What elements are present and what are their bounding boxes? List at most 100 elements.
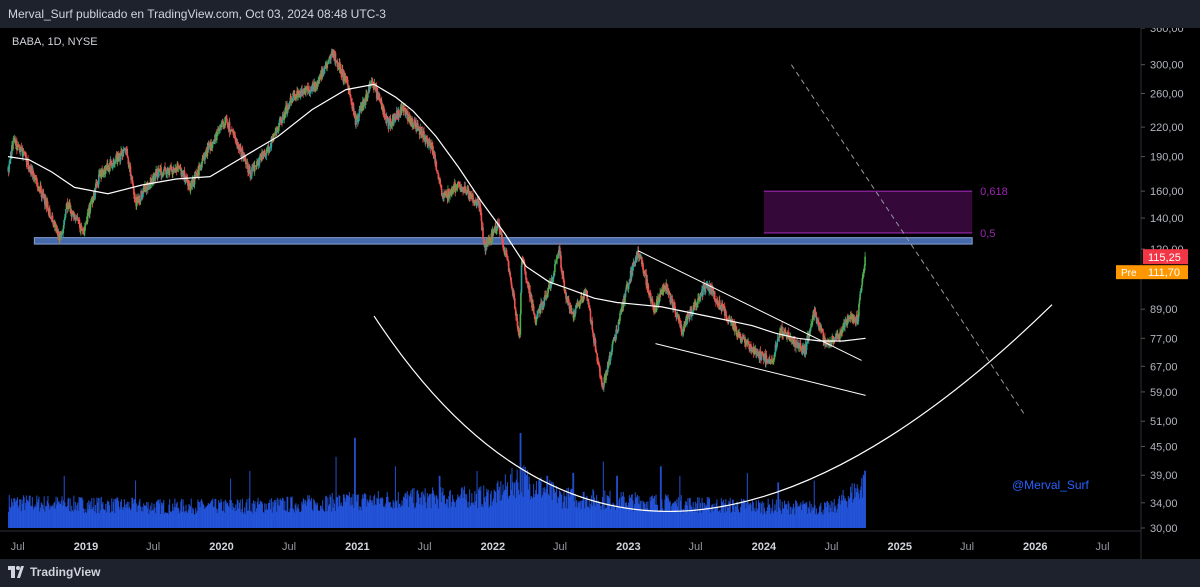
candle-body xyxy=(479,203,482,212)
volume-bar xyxy=(657,504,659,528)
candle-body xyxy=(498,223,500,226)
volume-bar xyxy=(319,505,321,528)
volume-bar xyxy=(515,498,517,528)
chart-area[interactable]: 0,618 0,5 360,00 300,00 260,00 220,00 190,00 1… xyxy=(0,23,1200,559)
volume-bar xyxy=(231,509,233,528)
candle-body xyxy=(405,109,407,115)
volume-bar xyxy=(828,512,830,528)
candle-body xyxy=(578,303,580,307)
volume-bar xyxy=(551,500,553,528)
volume-bar xyxy=(15,499,17,528)
candle-body xyxy=(437,173,440,180)
candle-body xyxy=(248,166,251,171)
volume-bar xyxy=(669,500,671,528)
candle-body xyxy=(173,168,175,173)
volume-bar xyxy=(418,497,420,528)
candle-body xyxy=(774,344,777,355)
candle-body xyxy=(321,69,324,77)
candle-body xyxy=(715,300,718,303)
volume-bar xyxy=(781,514,783,528)
candle-body xyxy=(535,316,538,322)
volume-bar xyxy=(438,475,440,529)
candle-body xyxy=(798,345,801,348)
candle-body xyxy=(391,121,394,126)
volume-bar xyxy=(615,507,617,528)
volume-bar xyxy=(152,510,154,528)
volume-bar xyxy=(203,505,205,528)
volume-bar xyxy=(37,499,39,528)
volume-bar xyxy=(720,498,722,528)
price-tick-label: 140,00 xyxy=(1150,213,1184,225)
volume-bar xyxy=(654,496,656,528)
price-tick-label: 51,00 xyxy=(1150,416,1178,428)
candle-body xyxy=(762,353,764,357)
candle-body xyxy=(51,215,54,222)
candle-body xyxy=(322,74,324,77)
volume-bar xyxy=(20,511,22,528)
candles-layer xyxy=(7,48,866,393)
candle-body xyxy=(220,123,223,128)
candle-body xyxy=(251,167,253,176)
volume-bar xyxy=(642,511,644,528)
volume-bar xyxy=(189,505,191,528)
volume-bar xyxy=(763,507,765,528)
volume-bar xyxy=(728,500,730,528)
candle-body xyxy=(831,336,833,342)
candle-body xyxy=(794,339,796,347)
volume-bar xyxy=(64,502,66,528)
volume-bar xyxy=(853,483,855,528)
candle-body xyxy=(657,297,660,304)
volume-bar xyxy=(467,501,469,528)
publish-header: Merval_Surf publicado en TradingView.com… xyxy=(0,0,1200,28)
volume-bar xyxy=(349,497,351,528)
candle-body xyxy=(560,267,563,273)
candle-body xyxy=(462,187,464,193)
volume-bar xyxy=(808,508,810,528)
candle-body xyxy=(857,321,859,324)
volume-bar xyxy=(518,489,520,528)
candle-body xyxy=(111,164,114,169)
volume-bar xyxy=(731,511,733,528)
candle-body xyxy=(611,344,613,352)
volume-bar xyxy=(845,501,847,528)
volume-bar xyxy=(751,511,753,528)
candle-body xyxy=(856,314,859,324)
candle-body xyxy=(260,154,262,158)
volume-bar xyxy=(251,503,253,528)
candle-body xyxy=(542,304,544,306)
candle-body xyxy=(29,165,32,170)
volume-bar xyxy=(223,501,225,528)
volume-bar xyxy=(267,509,269,528)
tradingview-logo[interactable]: TradingView xyxy=(8,565,100,579)
candle-body xyxy=(844,320,847,324)
candle-body xyxy=(90,200,93,201)
volume-bar xyxy=(181,511,183,528)
volume-bar xyxy=(471,493,473,528)
volume-bar xyxy=(280,499,282,528)
volume-bar xyxy=(662,512,664,528)
volume-bar xyxy=(218,503,220,528)
volume-bar xyxy=(149,509,151,528)
volume-bar xyxy=(668,498,670,528)
volume-bar xyxy=(859,490,861,528)
candle-body xyxy=(92,199,94,203)
volume-bar xyxy=(454,502,456,528)
volume-bar xyxy=(864,471,866,528)
volume-bar xyxy=(787,500,789,528)
volume-bar xyxy=(247,511,249,528)
volume-bar xyxy=(68,511,70,528)
candle-body xyxy=(760,353,763,360)
candle-body xyxy=(373,83,376,88)
candle-body xyxy=(213,139,216,142)
candle-body xyxy=(618,320,621,324)
volume-bar xyxy=(230,500,232,528)
candle-body xyxy=(822,332,825,342)
candle-body xyxy=(855,316,857,323)
volume-bar xyxy=(17,507,19,528)
candle-body xyxy=(140,190,143,195)
price-tick-label: 360,00 xyxy=(1150,28,1184,35)
volume-bar xyxy=(30,505,32,528)
volume-bar xyxy=(386,497,388,528)
candle-body xyxy=(142,193,144,198)
